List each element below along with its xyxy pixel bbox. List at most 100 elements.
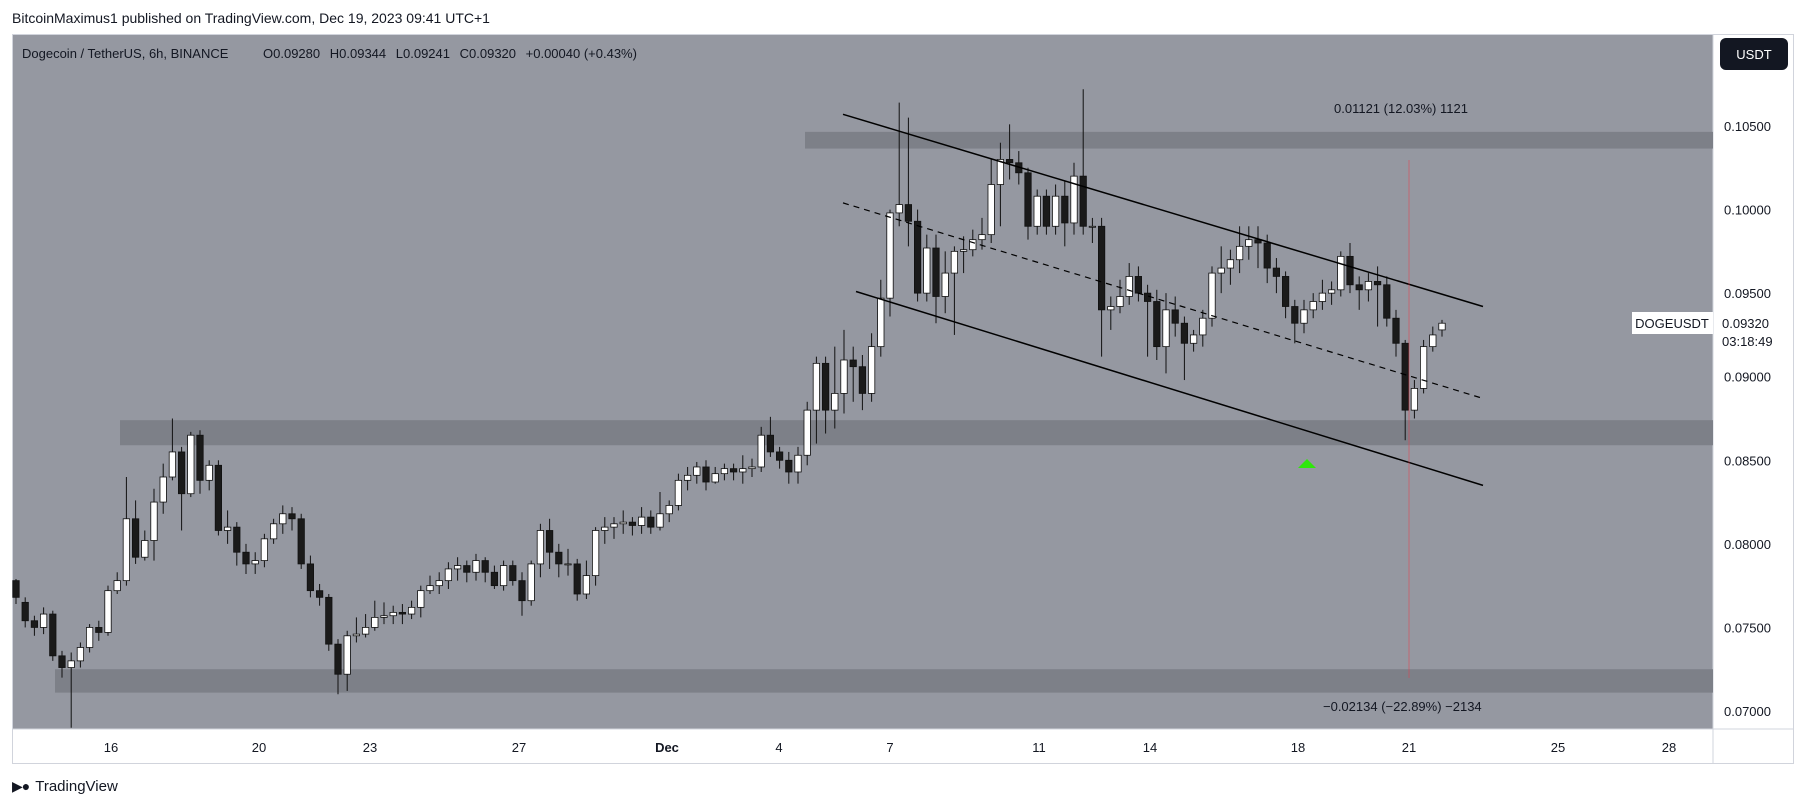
candle-body (279, 513, 287, 525)
candle-body (573, 563, 581, 595)
measure-up-label: 0.01121 (12.03%) 1121 (1334, 101, 1468, 116)
candle-body (1337, 255, 1345, 291)
footer-brand[interactable]: ▶● TradingView (12, 778, 118, 795)
candle-body (205, 464, 213, 481)
time-tick-label: 14 (1143, 740, 1157, 755)
currency-button[interactable]: USDT (1736, 47, 1771, 62)
open-value: 0.09280 (273, 46, 320, 61)
candle-body (214, 464, 222, 531)
channel-layer (842, 113, 1484, 487)
candle-body (858, 366, 867, 394)
candle-body (1291, 306, 1299, 324)
candle-body (1318, 292, 1326, 302)
candle-body (1144, 292, 1152, 302)
candle-body (960, 249, 968, 252)
candle-body (251, 560, 259, 565)
candle-body (269, 523, 278, 540)
price-axis-ticks: 0.07000 0.07500 0.08000 0.08500 0.09000 0.095… (1724, 119, 1771, 719)
price-tag-countdown: 03:18:49 (1722, 334, 1773, 349)
candle-body (1355, 284, 1363, 291)
price-tick-label: 0.07000 (1724, 704, 1771, 719)
candle-body (86, 627, 94, 648)
candle-body (647, 516, 655, 528)
legend-ohlc: O0.09280 H0.09344 L0.09241 C0.09320 +0.0… (263, 46, 637, 61)
candle-body (159, 476, 167, 503)
candle-body (1061, 195, 1069, 224)
close-value: 0.09320 (469, 46, 516, 61)
candle-body (233, 526, 241, 553)
candle-body (398, 611, 407, 615)
candle-body (12, 580, 20, 598)
candle-body (987, 184, 995, 236)
candle-body (1052, 195, 1060, 227)
candle-body (1153, 301, 1161, 348)
candle-body (1162, 309, 1170, 348)
candle-body (499, 565, 508, 587)
candle-body (1236, 245, 1244, 261)
time-tick-label: 20 (252, 740, 266, 755)
candle-body (30, 620, 39, 628)
candle-body (1217, 267, 1225, 274)
time-tick-label: 11 (1032, 740, 1046, 755)
candle-body (1401, 342, 1409, 411)
price-tick-label: 0.10000 (1724, 203, 1771, 218)
candle-body (1180, 322, 1188, 344)
candle-body (223, 526, 232, 531)
candle-body (1272, 267, 1280, 277)
candle-body (730, 468, 738, 473)
candle-body (1374, 281, 1382, 286)
price-tag-symbol: DOGEUSDT (1635, 316, 1709, 331)
candle-body (389, 611, 397, 617)
candle-body (1098, 225, 1106, 311)
candle-body (812, 362, 821, 411)
candle-body (1079, 175, 1087, 227)
time-tick-label: 7 (886, 740, 893, 755)
candle-body (720, 468, 729, 475)
candle-body (1392, 317, 1400, 344)
support-resistance-zone (120, 420, 1713, 446)
candle-body (187, 434, 195, 495)
candle-body (638, 516, 646, 526)
legend-symbol: Dogecoin / TetherUS, 6h, BINANCE (22, 46, 229, 61)
candle-body (527, 563, 535, 602)
candle-body (1420, 346, 1428, 389)
candle-body (895, 204, 903, 214)
low-label: L (396, 46, 403, 61)
price-axis-panel[interactable] (1713, 35, 1793, 763)
price-tick-label: 0.09000 (1724, 370, 1771, 385)
time-tick-label: 4 (775, 740, 782, 755)
candle-body (739, 468, 747, 473)
candle-body (619, 521, 627, 525)
price-tag-price: 0.09320 (1722, 316, 1769, 331)
candle-body (407, 606, 416, 615)
support-resistance-zone (805, 131, 1713, 149)
candle-body (168, 451, 176, 478)
channel-lower-line (855, 290, 1484, 487)
candle-body (1429, 334, 1437, 348)
candle-body (177, 451, 186, 495)
support-resistance-zone (55, 669, 1713, 693)
candle-body (555, 551, 563, 565)
candle-body (1190, 334, 1198, 344)
high-value: 0.09344 (339, 46, 386, 61)
time-tick-label: 27 (512, 740, 526, 755)
candle-body (950, 250, 959, 274)
candle-body (693, 466, 701, 476)
candle-body (1226, 259, 1234, 269)
candle-body (1383, 284, 1391, 319)
candle-body (886, 212, 894, 299)
candle-body (1070, 175, 1078, 224)
candle-body (306, 563, 315, 592)
candle-body (665, 505, 673, 515)
time-axis-panel[interactable] (13, 729, 1713, 763)
currency-button-bg[interactable] (1720, 38, 1788, 70)
time-tick-label: 28 (1662, 740, 1676, 755)
price-tag-symbol-bg (1632, 312, 1713, 334)
candle-body (361, 627, 370, 635)
candle-body (40, 613, 48, 628)
time-tick-label: 16 (104, 740, 118, 755)
candle-body (453, 565, 462, 570)
candle-body (435, 580, 443, 587)
candle-body (113, 580, 121, 592)
